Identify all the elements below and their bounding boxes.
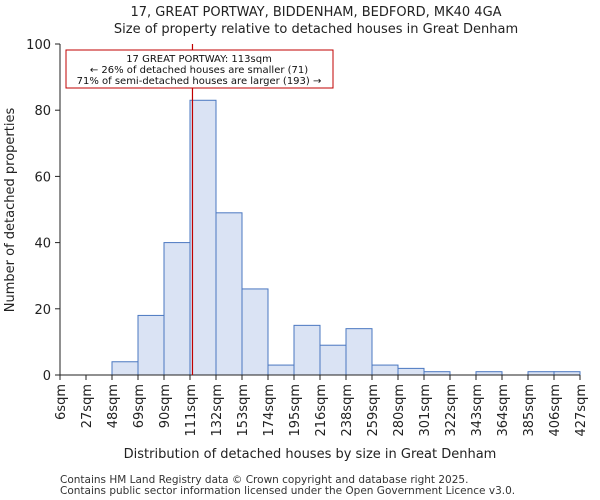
x-tick-label: 174sqm [262,384,277,437]
bar-69sqm [137,314,165,376]
bar-111sqm [189,99,217,376]
x-tick-label: 132sqm [210,384,225,437]
annotation-line1: 17 GREAT PORTWAY: 113sqm [126,54,272,65]
x-tick-label: 216sqm [314,384,329,437]
x-tick-label: 195sqm [288,384,303,437]
y-tick-label: 0 [43,369,51,384]
bar-195sqm [293,324,321,376]
bar-90sqm [163,242,191,376]
annotation-border [65,49,334,89]
x-tick-label: 69sqm [132,384,147,428]
x-tick-label: 427sqm [574,384,589,437]
x-tick-label: 343sqm [470,384,485,437]
x-tick-label: 322sqm [444,384,459,437]
y-ticks: 0 20 40 60 80 100 [26,38,60,384]
x-tick-label: 27sqm [80,384,95,428]
x-ticks: 6sqm 27sqm 48sqm 69sqm 90sqm 111sqm 132sqm 153s… [54,375,589,437]
y-tick-label: 40 [34,237,51,252]
x-tick-label: 238sqm [340,384,355,437]
y-tick-label: 20 [34,303,51,318]
chart-title-line1: 17, GREAT PORTWAY, BIDDENHAM, BEDFORD, M… [130,5,501,20]
x-tick-label: 385sqm [522,384,537,437]
bars-group [111,99,581,376]
chart-title-line2: Size of property relative to detached ho… [114,22,518,37]
footer-line2: Contains public sector information licen… [60,485,515,497]
y-axis-label: Number of detached properties [3,108,18,313]
x-tick-label: 90sqm [158,384,173,428]
x-tick-label: 111sqm [184,384,199,437]
x-tick-label: 48sqm [106,384,121,428]
footer-line1: Contains HM Land Registry data © Crown c… [60,474,468,486]
x-tick-label: 259sqm [366,384,381,437]
bar-48sqm [111,361,139,376]
bar-280sqm [397,367,425,376]
bar-132sqm [215,212,243,376]
annotation-line3: 71% of semi-detached houses are larger (… [77,76,322,87]
x-tick-label: 364sqm [496,384,511,437]
y-tick-label: 60 [34,170,51,185]
y-tick-label: 80 [34,104,51,119]
bar-174sqm [267,364,295,376]
y-tick-label: 100 [26,38,51,53]
x-tick-label: 6sqm [54,384,69,420]
bar-238sqm [345,328,373,376]
bar-216sqm [319,344,347,376]
annotation-line2: ← 26% of detached houses are smaller (71… [90,65,308,76]
x-tick-label: 153sqm [236,384,251,437]
bar-153sqm [241,288,269,376]
bar-259sqm [371,364,399,376]
annotation-box: 17 GREAT PORTWAY: 113sqm ← 26% of detach… [65,49,334,89]
x-axis-label: Distribution of detached houses by size … [124,447,497,462]
x-tick-label: 280sqm [392,384,407,437]
x-tick-label: 301sqm [418,384,433,437]
x-tick-label: 406sqm [548,384,563,437]
